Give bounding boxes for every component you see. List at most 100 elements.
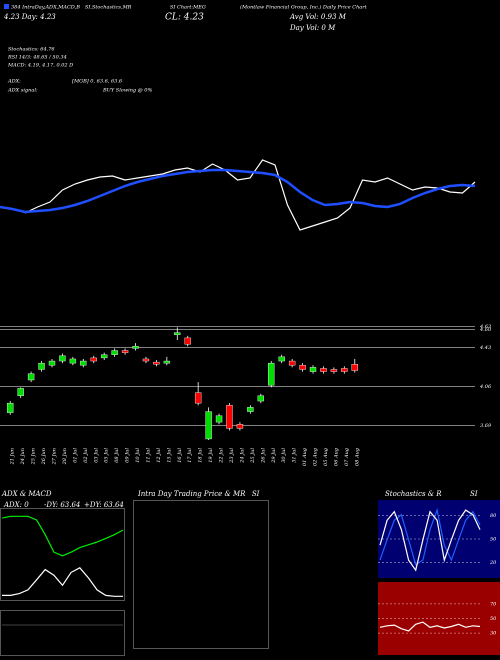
- x-tick-label: 19 Jul: [208, 448, 214, 463]
- candle-body: [153, 361, 160, 365]
- candle-body: [299, 365, 306, 370]
- series-line: [379, 621, 481, 632]
- x-tick-label: 11 Jul: [145, 448, 151, 463]
- panel-title: SI: [252, 490, 260, 498]
- day-vol: Day Vol: 0 M: [289, 24, 336, 32]
- panel-frame: [0, 610, 125, 656]
- candle-body: [7, 402, 14, 413]
- x-tick-label: 15 Jul: [166, 448, 172, 463]
- x-tick-label: 26 Jul: [260, 448, 266, 464]
- y-tick-label: 70: [490, 601, 497, 607]
- y-tick-label: 4.43: [479, 345, 491, 351]
- y-tick-label: 20: [489, 560, 497, 566]
- x-tick-label: 07 Aug: [344, 448, 350, 466]
- x-tick-label: 06 Aug: [333, 448, 339, 466]
- y-tick-label: 4.63: [479, 324, 491, 330]
- x-tick-label: 25 Jul: [250, 448, 256, 464]
- x-tick-label: 05 Jul: [104, 448, 110, 463]
- candle-body: [278, 356, 285, 362]
- stat: Stochastics: 64.76: [8, 47, 55, 53]
- header-text: SI,Stochastics,MR: [85, 5, 132, 11]
- series-line: [0, 168, 476, 214]
- candle-body: [351, 364, 358, 371]
- candle-body: [27, 373, 35, 381]
- candle-body: [90, 357, 97, 362]
- x-tick-label: 30 Jul: [281, 448, 287, 463]
- header-text: (Montlaw Financial Group, Inc.) Daily Pr…: [240, 4, 368, 11]
- y-tick-label: 4.60: [479, 327, 492, 333]
- series-line: [2, 567, 123, 597]
- candle-body: [38, 362, 45, 370]
- x-tick-label: 03 Jul: [93, 448, 99, 463]
- x-tick-label: 12 Jul: [156, 448, 162, 463]
- x-tick-label: 08 Jul: [114, 448, 120, 463]
- y-tick-label: 30: [490, 631, 497, 637]
- x-tick-label: 16 Jul: [177, 448, 183, 463]
- stat: [MGB] 0, 63.6, 63.6: [72, 79, 123, 85]
- x-tick-label: 24 Jul: [239, 448, 245, 464]
- x-tick-label: 26 Jun: [41, 448, 47, 465]
- header-text: 384 IntraDay,ADX,MACD,B: [11, 5, 80, 11]
- candle-body: [163, 360, 171, 364]
- candle-body: [236, 424, 244, 429]
- x-tick-label: 01 Aug: [302, 448, 308, 466]
- y-tick-label: 80: [490, 513, 497, 519]
- panel-title: SI: [470, 490, 478, 498]
- panel-title: ADX & MACD: [1, 490, 52, 498]
- legend-swatch: [4, 4, 9, 9]
- indicator-label: -DY: 63.64: [44, 501, 80, 509]
- candle-body: [320, 368, 327, 372]
- stat: RSI 14/3: 48.65 / 50.34: [7, 55, 67, 61]
- x-tick-label: 24 Jun: [20, 448, 26, 465]
- candle-body: [309, 367, 317, 372]
- candle-body: [142, 358, 150, 362]
- indicator-label: +DY: 63.64: [84, 501, 124, 509]
- candle-body: [226, 405, 233, 429]
- x-tick-label: 08 Aug: [354, 448, 360, 466]
- candle-body: [247, 407, 254, 412]
- stat: ADX:: [7, 79, 21, 85]
- stat: BUY Slowing @ 0%: [102, 87, 152, 94]
- header-text: SI Chart:MEG: [170, 5, 206, 11]
- y-tick-label: 3.69: [480, 423, 492, 429]
- series-line: [24, 159, 476, 231]
- panel-title: Intra Day Trading Price & MR: [137, 490, 246, 498]
- series-line: [1, 515, 124, 557]
- candle-body: [174, 332, 181, 335]
- candle-body: [17, 388, 24, 396]
- x-tick-label: 23 Jul: [229, 448, 235, 464]
- candle-body: [330, 369, 338, 372]
- candle-body: [132, 346, 139, 349]
- stat: ADX signal:: [7, 88, 38, 94]
- candle-body: [184, 337, 191, 345]
- candle-body: [48, 360, 56, 366]
- x-tick-label: 02 Jul: [83, 448, 89, 463]
- avg-vol: Avg Vol: 0.93 M: [289, 13, 347, 21]
- y-tick-label: 50: [490, 616, 497, 622]
- panel-title: Stochastics & R: [385, 490, 442, 498]
- candle-body: [215, 415, 223, 423]
- series-line: [379, 509, 481, 572]
- x-tick-label: 18 Jul: [198, 448, 204, 463]
- candle-body: [100, 354, 108, 359]
- candle-body: [121, 350, 129, 353]
- x-tick-label: 25 Jun: [31, 448, 37, 465]
- candle-body: [194, 392, 202, 404]
- panel-frame: [0, 508, 125, 601]
- x-tick-label: 17 Jul: [187, 448, 193, 463]
- x-tick-label: 31 Jul: [292, 448, 298, 463]
- x-tick-label: 22 Jul: [219, 448, 225, 464]
- panel-frame: [133, 500, 269, 649]
- candle-body: [268, 362, 275, 386]
- stat: MACD: 4.19, 4.17, 0.02 D: [7, 63, 73, 69]
- candle-body: [59, 355, 66, 362]
- candle-body: [288, 360, 296, 366]
- candle-body: [341, 368, 348, 372]
- x-tick-label: 29 Jul: [271, 448, 277, 464]
- x-tick-label: 27 Jun: [51, 448, 57, 465]
- candle-body: [205, 411, 212, 440]
- x-tick-label: 21 Jun: [10, 448, 16, 465]
- header-text: 4.23 Day: 4.23: [3, 13, 56, 21]
- indicator-label: ADX: 0: [3, 501, 29, 509]
